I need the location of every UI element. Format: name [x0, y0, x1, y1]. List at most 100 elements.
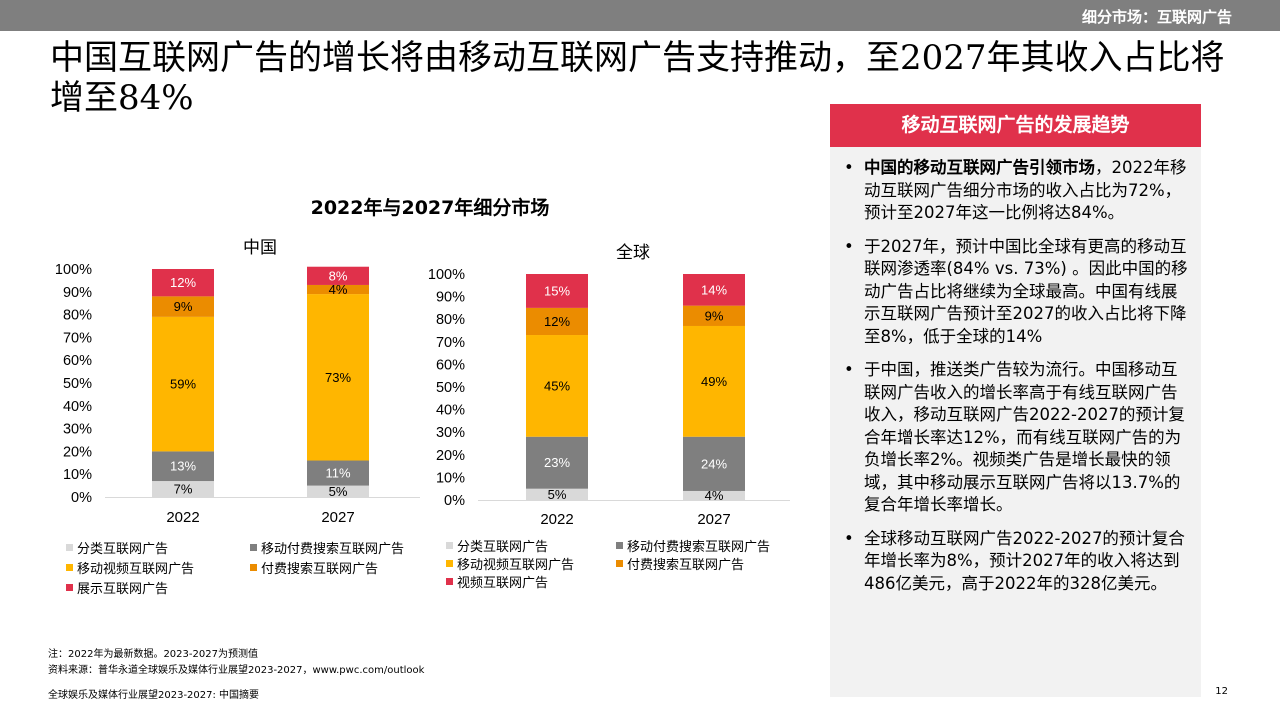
bar-segment-china-2022-4 [152, 296, 214, 317]
data-label: 5% [329, 484, 348, 499]
legend-label: 展示互联网广告 [77, 582, 169, 597]
data-label: 7% [174, 482, 193, 497]
trend-panel-header: 移动互联网广告的发展趋势 [830, 104, 1201, 147]
legend-item: 移动付费搜索互联网广告 [616, 536, 770, 555]
y-tick-label: 90% [436, 290, 465, 306]
bar-segment-global-2022-1 [526, 488, 588, 500]
bar-segment-china-2027-5 [307, 266, 369, 285]
y-tick-label: 30% [63, 422, 92, 438]
bar-segment-global-2022-2 [526, 436, 588, 489]
data-label: 9% [705, 308, 724, 323]
trend-bullet: • 于中国，推送类广告较为流行。中国移动互联网广告收入的增长率高于有线互联网广告… [844, 359, 1189, 517]
legend-label: 移动付费搜索互联网广告 [261, 542, 405, 557]
legend-swatch [616, 560, 623, 567]
legend-swatch [66, 564, 73, 571]
y-tick-label: 50% [436, 380, 465, 396]
bar-segment-china-2027-3 [307, 294, 369, 461]
y-tick-label: 80% [436, 312, 465, 328]
y-tick-label: 0% [444, 493, 465, 509]
chart-title: 2022年与2027年细分市场 [310, 197, 550, 219]
section-label: 细分市场：互联网广告 [1081, 8, 1232, 26]
bar-segment-china-2022-3 [152, 316, 214, 452]
y-tick-label: 0% [71, 490, 92, 506]
x-category-label: 2022 [540, 511, 573, 528]
y-tick-label: 20% [436, 448, 465, 464]
legend-swatch [250, 564, 257, 571]
data-label: 4% [329, 282, 348, 297]
data-label: 15% [544, 283, 570, 298]
trend-bullet: • 于2027年，预计中国比全球有更高的移动互联网渗透率(84% vs. 73%… [844, 236, 1189, 349]
data-label: 23% [544, 455, 570, 470]
bullet-icon: • [844, 236, 854, 256]
data-label: 13% [170, 459, 196, 474]
legend-item: 付费搜索互联网广告 [250, 558, 378, 577]
legend-item: 视频互联网广告 [446, 572, 548, 591]
footer-text: 全球娱乐及媒体行业展望2023-2027: 中国摘要 [48, 690, 260, 701]
footnote-source: 资料来源：普华永道全球娱乐及媒体行业展望2023-2027，www.pwc.co… [48, 665, 425, 676]
legend-item: 分类互联网广告 [446, 536, 548, 555]
x-category-label: 2022 [166, 509, 199, 526]
bullet-text: 于中国，推送类广告较为流行。中国移动互联网广告收入的增长率高于有线互联网广告收入… [864, 360, 1185, 514]
trend-bullet-list: • 中国的移动互联网广告引领市场，2022年移动互联网广告细分市场的收入占比为7… [844, 157, 1189, 606]
footnote-note: 注：2022年为最新数据。2023-2027为预测值 [48, 649, 258, 660]
bullet-icon: • [844, 528, 854, 548]
y-tick-label: 60% [436, 357, 465, 373]
data-label: 45% [544, 378, 570, 393]
y-tick-label: 100% [55, 262, 92, 278]
bullet-text: ，2022年移动互联网广告细分市场的收入占比为72%，预计至2027年这一比例将… [864, 158, 1187, 222]
bullet-icon: • [844, 158, 854, 177]
data-label: 59% [170, 377, 196, 392]
legend-swatch [66, 544, 73, 551]
data-label: 4% [705, 488, 724, 503]
data-label: 12% [170, 275, 196, 290]
y-tick-label: 80% [63, 308, 92, 324]
y-tick-label: 70% [436, 335, 465, 351]
trend-panel: 移动互联网广告的发展趋势 • 中国的移动互联网广告引领市场，2022年移动互联网… [830, 104, 1201, 697]
top-bar: 细分市场：互联网广告 [0, 0, 1280, 31]
bar-segment-china-2027-2 [307, 460, 369, 486]
legend-swatch [616, 542, 623, 549]
data-label: 73% [325, 370, 351, 385]
legend-label: 移动视频互联网广告 [77, 562, 195, 577]
bullet-bold-text: 中国的移动互联网广告引领市场 [864, 158, 1095, 177]
bar-segment-china-2022-5 [152, 269, 214, 297]
chart-subtitle-global: 全球 [616, 243, 650, 263]
data-label: 9% [174, 299, 193, 314]
bar-segment-global-2027-4 [683, 305, 745, 326]
data-label: 14% [701, 282, 727, 297]
data-label: 49% [701, 374, 727, 389]
trend-bullet: • 中国的移动互联网广告引领市场，2022年移动互联网广告细分市场的收入占比为7… [844, 157, 1189, 225]
legend-label: 付费搜索互联网广告 [627, 558, 745, 573]
legend-label: 分类互联网广告 [77, 542, 169, 557]
legend-label: 移动视频互联网广告 [457, 558, 575, 573]
legend-swatch [66, 584, 73, 591]
bar-segment-china-2027-4 [307, 284, 369, 295]
legend-item: 付费搜索互联网广告 [616, 554, 744, 573]
data-label: 24% [701, 456, 727, 471]
legend-swatch [446, 560, 453, 567]
bar-segment-global-2022-4 [526, 307, 588, 336]
legend-label: 视频互联网广告 [457, 576, 549, 591]
y-tick-label: 100% [428, 267, 465, 283]
bar-segment-global-2022-5 [526, 274, 588, 308]
y-tick-label: 60% [63, 353, 92, 369]
y-tick-label: 10% [63, 467, 92, 483]
bar-segment-global-2027-2 [683, 436, 745, 491]
legend-label: 移动付费搜索互联网广告 [627, 540, 771, 555]
y-tick-label: 20% [63, 444, 92, 460]
bar-segment-global-2027-3 [683, 325, 745, 437]
y-tick-label: 40% [63, 399, 92, 415]
data-label: 12% [544, 314, 570, 329]
legend-item: 移动视频互联网广告 [66, 558, 194, 577]
y-tick-label: 50% [63, 376, 92, 392]
bullet-text: 全球移动互联网广告2022-2027的预计复合年增长率为8%，预计2027年的收… [864, 528, 1185, 593]
y-tick-label: 40% [436, 403, 465, 419]
legend-swatch [250, 544, 257, 551]
data-label: 11% [325, 466, 350, 481]
page-number: 12 [1215, 686, 1228, 697]
bar-segment-china-2022-2 [152, 451, 214, 482]
bullet-icon: • [844, 360, 854, 379]
y-tick-label: 90% [63, 285, 92, 301]
y-tick-label: 10% [436, 470, 465, 486]
x-category-label: 2027 [321, 509, 354, 526]
